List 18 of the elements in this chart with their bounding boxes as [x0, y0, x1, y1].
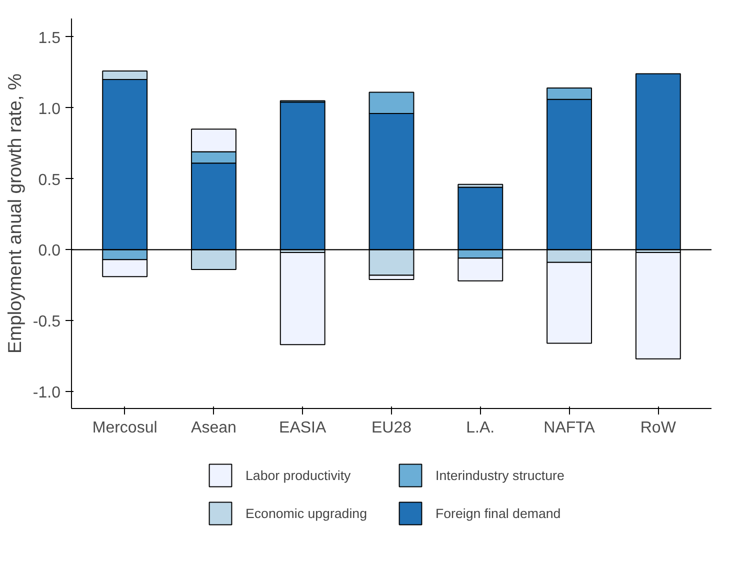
x-tick-label: RoW	[640, 420, 677, 436]
y-tick-label: 1.0	[38, 100, 61, 118]
y-tick-label: -0.5	[32, 314, 61, 331]
x-tick-label: L.A.	[466, 420, 495, 436]
legend-label: Interindustry structure	[436, 468, 566, 482]
x-tick-label: EU28	[371, 420, 412, 436]
x-tick-label: EASIA	[279, 420, 327, 436]
y-tick-label: 0.0	[38, 242, 61, 260]
x-tick-label: Mercosul	[92, 420, 158, 436]
legend-label: Foreign final demand	[436, 506, 562, 520]
legend-label: Economic upgrading	[246, 506, 368, 520]
x-tick-label: Asean	[191, 420, 236, 436]
y-tick-label: 0.5	[38, 172, 61, 189]
y-axis-title: Employment anual growth rate, %	[4, 74, 25, 354]
x-tick-label: NAFTA	[544, 420, 596, 436]
legend-label: Labor productivity	[246, 468, 352, 482]
y-tick-label: 1.5	[38, 30, 61, 47]
y-tick-label: -1.0	[32, 384, 61, 402]
